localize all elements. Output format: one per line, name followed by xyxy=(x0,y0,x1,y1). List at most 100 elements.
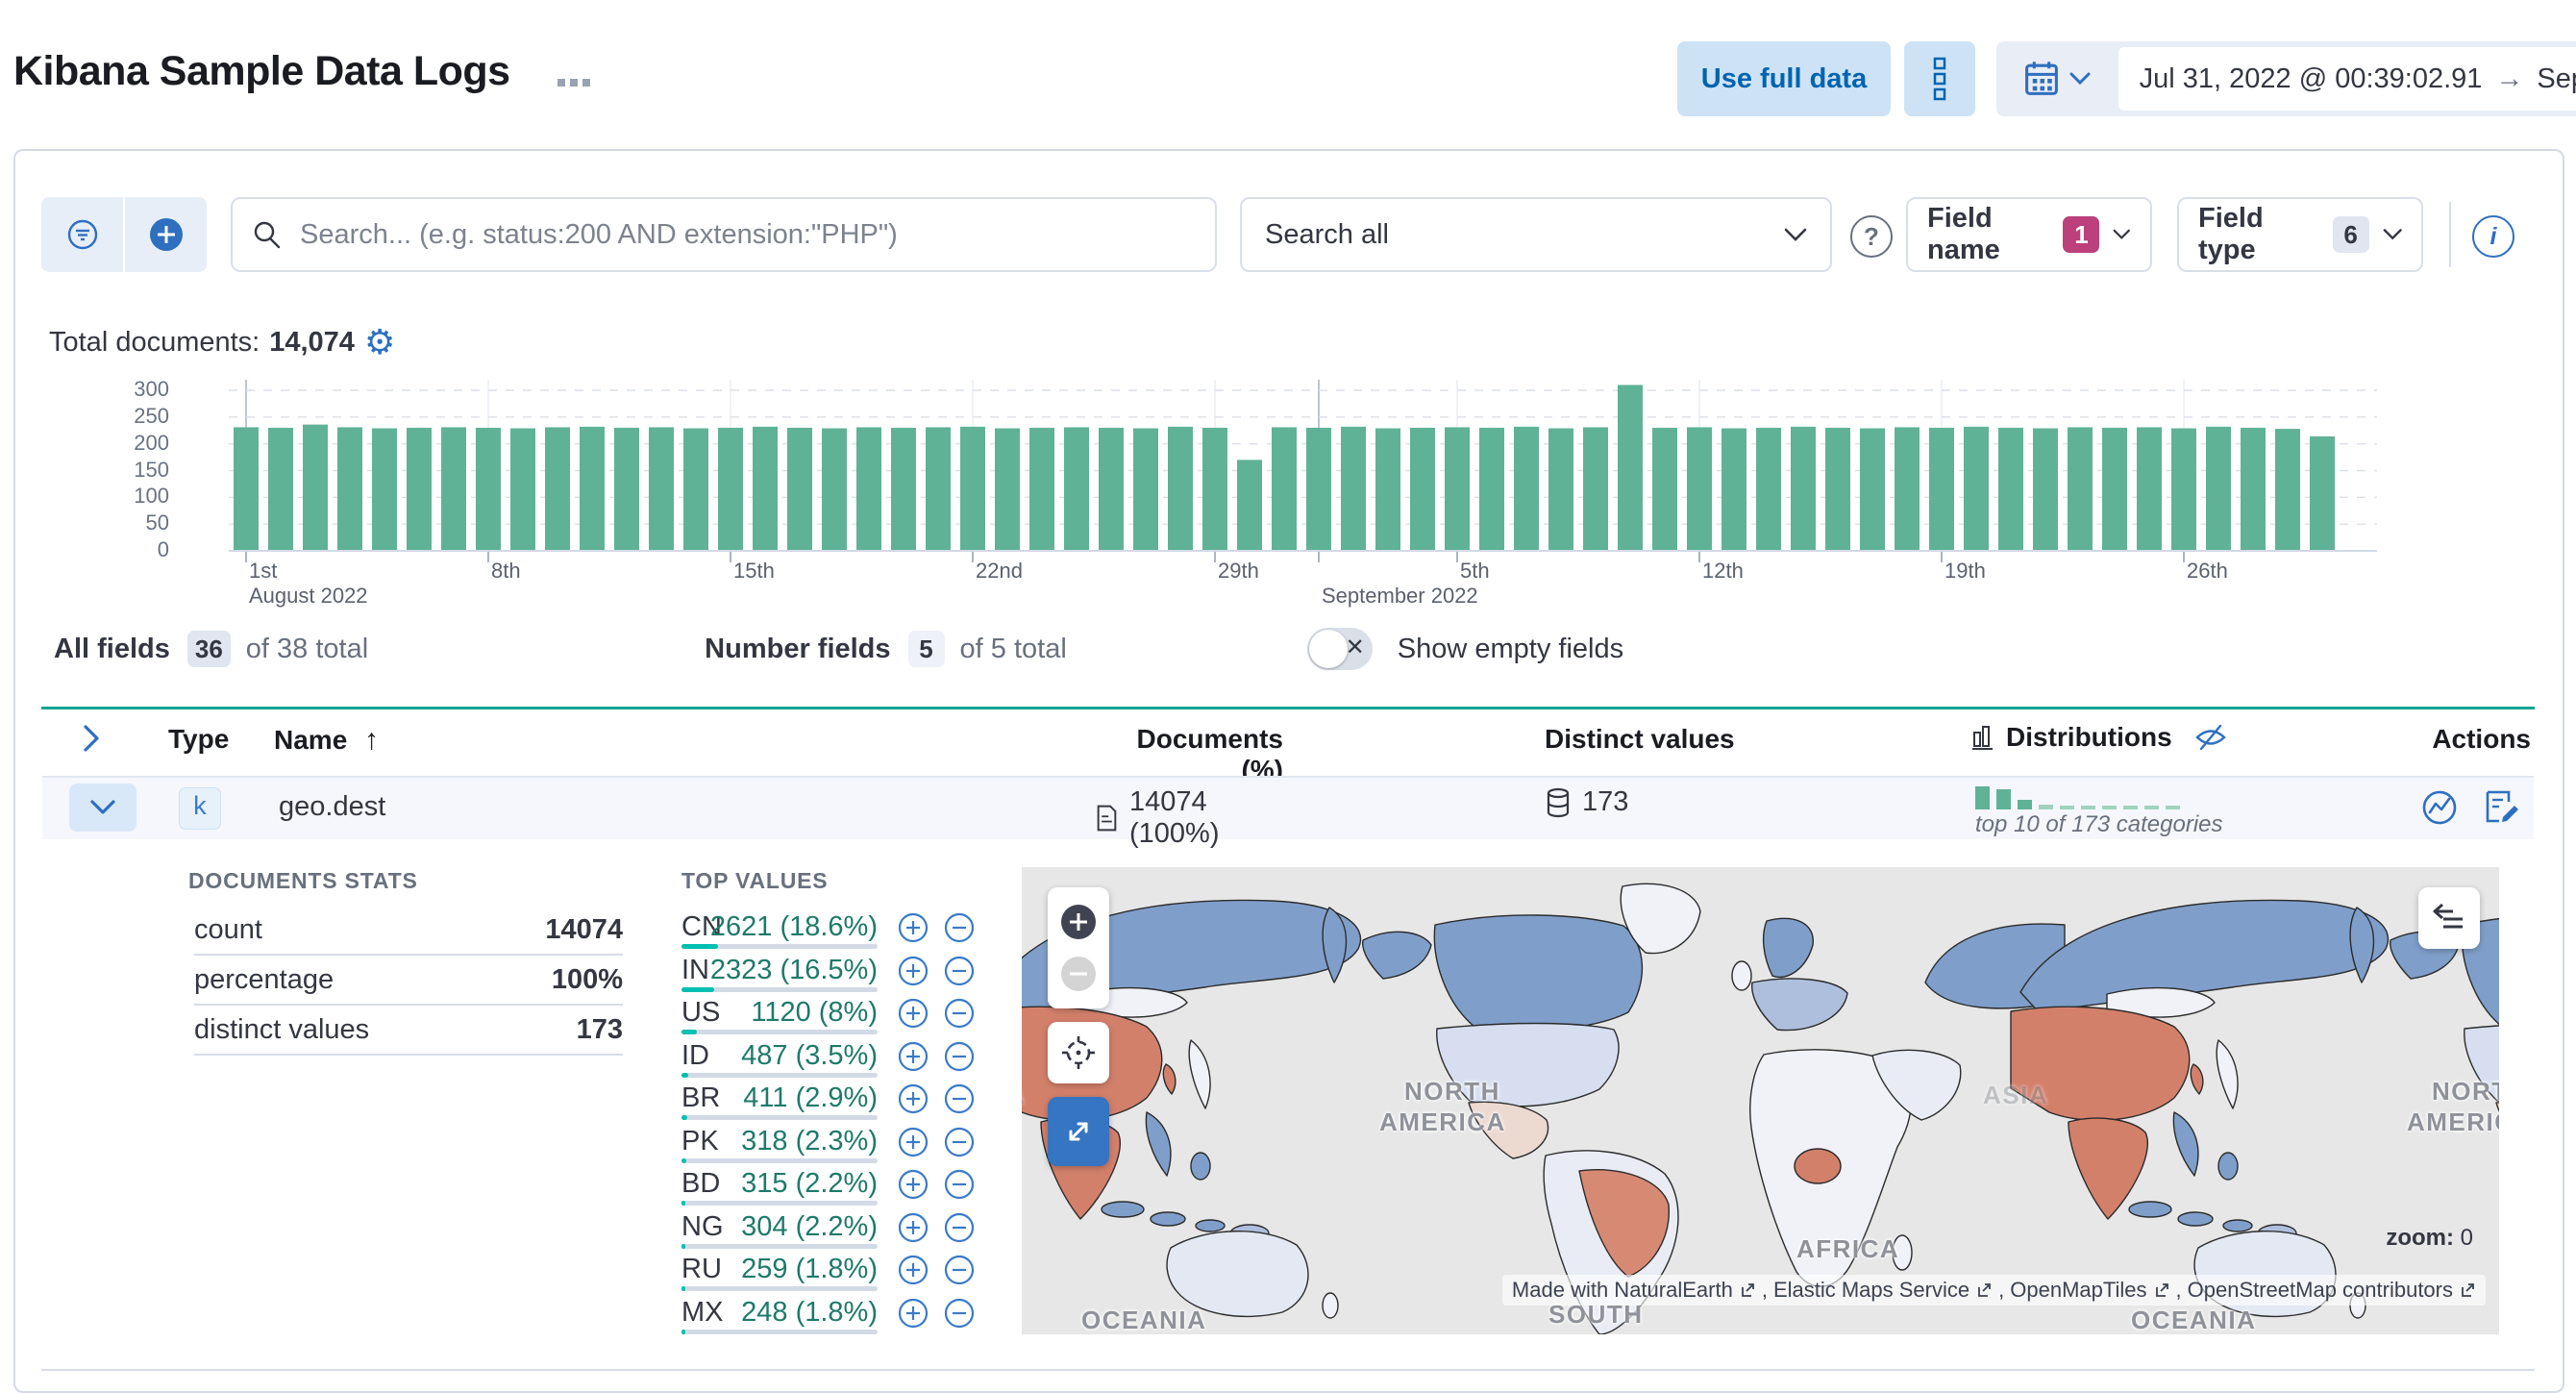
histogram-bar xyxy=(337,427,362,551)
attribution-text[interactable]: Elastic Maps Service xyxy=(1772,1278,1970,1302)
attribution-text[interactable]: OpenMapTiles xyxy=(2010,1278,2147,1302)
field-row-geo-dest[interactable] xyxy=(42,776,2534,839)
filter-for-value-button[interactable] xyxy=(897,911,929,944)
calendar-icon xyxy=(2025,62,2059,95)
attribution-text[interactable]: Made with NaturalEarth xyxy=(1511,1278,1733,1302)
date-range-display[interactable]: Jul 31, 2022 @ 00:39:02.91 → Sep xyxy=(2118,47,2576,111)
date-range-picker[interactable]: Jul 31, 2022 @ 00:39:02.91 → Sep xyxy=(1996,41,2576,116)
top-value-item: US 1120 (8%) xyxy=(681,995,975,1038)
collapse-row-button[interactable] xyxy=(69,784,136,832)
filter-out-value-button[interactable] xyxy=(943,1082,976,1115)
histogram-bar xyxy=(2033,428,2058,551)
search-bar xyxy=(231,197,1217,272)
document-icon xyxy=(1097,805,1117,832)
histogram-bar xyxy=(2241,427,2266,551)
histogram-icon xyxy=(1972,726,1993,750)
fit-to-data-button[interactable] xyxy=(1048,1022,1109,1083)
distribution-mini-chart[interactable]: top 10 of 173 categories xyxy=(1975,783,2235,838)
field-type-info-icon[interactable]: i xyxy=(2472,215,2514,258)
filter-for-value-button[interactable] xyxy=(897,1211,929,1244)
expand-map-button[interactable] xyxy=(1048,1097,1109,1166)
filter-out-value-button[interactable] xyxy=(943,1254,976,1286)
filter-for-value-button[interactable] xyxy=(897,1040,929,1073)
y-axis-tick-label: 150 xyxy=(134,457,169,482)
choropleth-map[interactable]: NORTHAMERICASOUTHAFRICAOCEANIAASIAASIANO… xyxy=(1022,867,2499,1334)
column-header-actions[interactable]: Actions xyxy=(2432,724,2531,754)
histogram-bar xyxy=(1929,427,1954,551)
stat-value: 100% xyxy=(551,963,623,995)
column-header-name[interactable]: Name ↑ xyxy=(274,724,380,756)
filter-for-value-button[interactable] xyxy=(897,1168,929,1201)
show-empty-fields-toggle[interactable]: ✕ xyxy=(1306,628,1373,670)
field-name-cell[interactable]: geo.dest xyxy=(279,791,386,822)
y-axis-tick-label: 250 xyxy=(134,403,169,428)
expand-all-chevron[interactable] xyxy=(80,723,103,754)
attribution-text[interactable]: OpenStreetMap contributors xyxy=(2187,1278,2453,1302)
external-link-icon xyxy=(2155,1283,2168,1297)
map-label: OCEANIA xyxy=(1081,1306,1207,1334)
value-count: 2621 (18.6%) xyxy=(709,911,878,942)
use-full-data-button[interactable]: Use full data xyxy=(1677,41,1891,116)
filter-out-value-button[interactable] xyxy=(943,955,976,987)
search-scope-select[interactable]: Search all xyxy=(1240,197,1832,272)
filter-out-value-button[interactable] xyxy=(943,911,976,944)
filter-out-value-button[interactable] xyxy=(943,1040,976,1073)
column-header-distributions[interactable]: Distributions xyxy=(1971,721,2228,754)
histogram-bar xyxy=(303,424,328,551)
row-actions xyxy=(2420,788,2520,827)
number-fields-count-badge: 5 xyxy=(907,631,945,667)
column-header-distinct[interactable]: Distinct values xyxy=(1545,724,1735,754)
filter-menu-button[interactable] xyxy=(41,197,125,272)
filter-out-value-button[interactable] xyxy=(943,1126,976,1158)
hide-distributions-eye-icon[interactable] xyxy=(2193,721,2228,754)
value-code: PK xyxy=(681,1125,719,1157)
field-type-filter-button[interactable]: Field type 6 xyxy=(2177,197,2423,272)
histogram-bar xyxy=(2068,427,2093,551)
add-filter-button[interactable] xyxy=(125,197,207,272)
top-value-item: ID 487 (3.5%) xyxy=(681,1038,975,1082)
y-axis-tick-label: 0 xyxy=(157,537,169,561)
histogram-bar xyxy=(1479,427,1504,551)
help-icon[interactable]: ? xyxy=(1850,215,1893,258)
page-options-icon[interactable] xyxy=(557,79,590,87)
filter-for-value-button[interactable] xyxy=(897,997,929,1030)
field-name-filter-button[interactable]: Field name 1 xyxy=(1906,197,2152,272)
value-count: 2323 (16.5%) xyxy=(709,954,878,985)
edit-field-icon[interactable] xyxy=(2482,788,2520,827)
value-code: BD xyxy=(681,1168,721,1199)
top-value-item: PK 318 (2.3%) xyxy=(681,1124,975,1167)
expand-icon xyxy=(1069,1122,1088,1141)
filter-out-value-button[interactable] xyxy=(943,1211,976,1244)
zoom-in-button[interactable] xyxy=(1059,903,1098,941)
zoom-out-button[interactable] xyxy=(1059,955,1098,993)
histogram-bar xyxy=(891,427,916,551)
filter-for-value-button[interactable] xyxy=(897,1082,929,1115)
histogram-bar xyxy=(1860,428,1885,551)
value-code: ID xyxy=(681,1039,709,1071)
filter-for-value-button[interactable] xyxy=(897,955,929,987)
x-axis-tick-label: 12th xyxy=(1702,559,1744,583)
explore-in-lens-icon[interactable] xyxy=(2420,788,2459,827)
filter-out-value-button[interactable] xyxy=(943,1297,976,1330)
filter-for-value-button[interactable] xyxy=(897,1254,929,1286)
histogram-bar xyxy=(268,427,293,551)
filter-for-value-button[interactable] xyxy=(897,1297,929,1330)
search-input[interactable] xyxy=(298,217,1196,252)
map-label: OCEANIA xyxy=(2131,1306,2257,1334)
filter-out-value-button[interactable] xyxy=(943,997,976,1030)
column-header-type[interactable]: Type xyxy=(168,724,230,754)
collapse-legend-button[interactable] xyxy=(2418,887,2480,949)
more-options-kebab-button[interactable] xyxy=(1904,41,1975,116)
filter-out-value-button[interactable] xyxy=(943,1168,976,1201)
value-progress-bar xyxy=(681,1115,878,1120)
histogram-bar xyxy=(2310,435,2335,551)
gear-icon[interactable]: ⚙ xyxy=(363,322,396,361)
documents-histogram[interactable] xyxy=(229,380,2379,564)
top-value-item: NG 304 (2.2%) xyxy=(681,1209,975,1253)
date-picker-toggle[interactable] xyxy=(1996,41,2118,116)
filter-for-value-button[interactable] xyxy=(897,1126,929,1158)
histogram-bar xyxy=(1168,426,1193,551)
value-progress-bar xyxy=(681,1243,878,1249)
map-label: NORTH xyxy=(1404,1077,1500,1106)
